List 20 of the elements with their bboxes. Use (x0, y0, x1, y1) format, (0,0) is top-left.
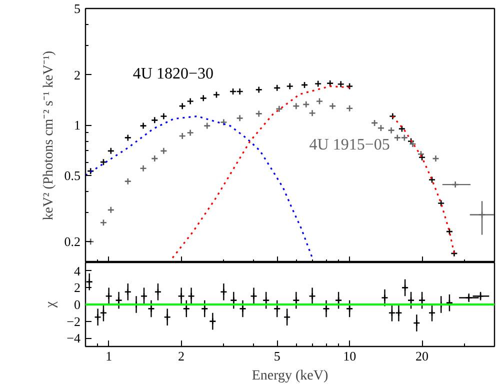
y-tick-label: 0.2 (64, 234, 80, 250)
y-tick-label: 1 (74, 118, 80, 133)
x-tick-label: 20 (416, 348, 429, 364)
y-axis-title: keV² (Photons cm⁻² s⁻¹ keV⁻¹) (41, 50, 56, 220)
y-tick-label: 2 (74, 280, 80, 296)
y-tick-label: −2 (66, 314, 81, 329)
y-axis-title: χ (44, 300, 59, 309)
x-axis-title: Energy (keV) (252, 368, 328, 384)
y-tick-label: −4 (66, 330, 81, 346)
y-tick-label: 5 (74, 1, 80, 16)
x-tick-label: 2 (178, 348, 185, 364)
x-tick-label: 10 (343, 348, 356, 364)
y-tick-label: 4 (74, 263, 81, 278)
series-label: 4U 1915−05 (309, 136, 390, 154)
x-tick-label: 1 (106, 348, 112, 364)
y-tick-label: 0.5 (64, 168, 80, 183)
x-tick-label: 5 (274, 348, 280, 364)
y-tick-label: 2 (74, 67, 80, 82)
series-label: 4U 1820−30 (132, 66, 214, 83)
y-tick-label: 0 (74, 297, 80, 312)
